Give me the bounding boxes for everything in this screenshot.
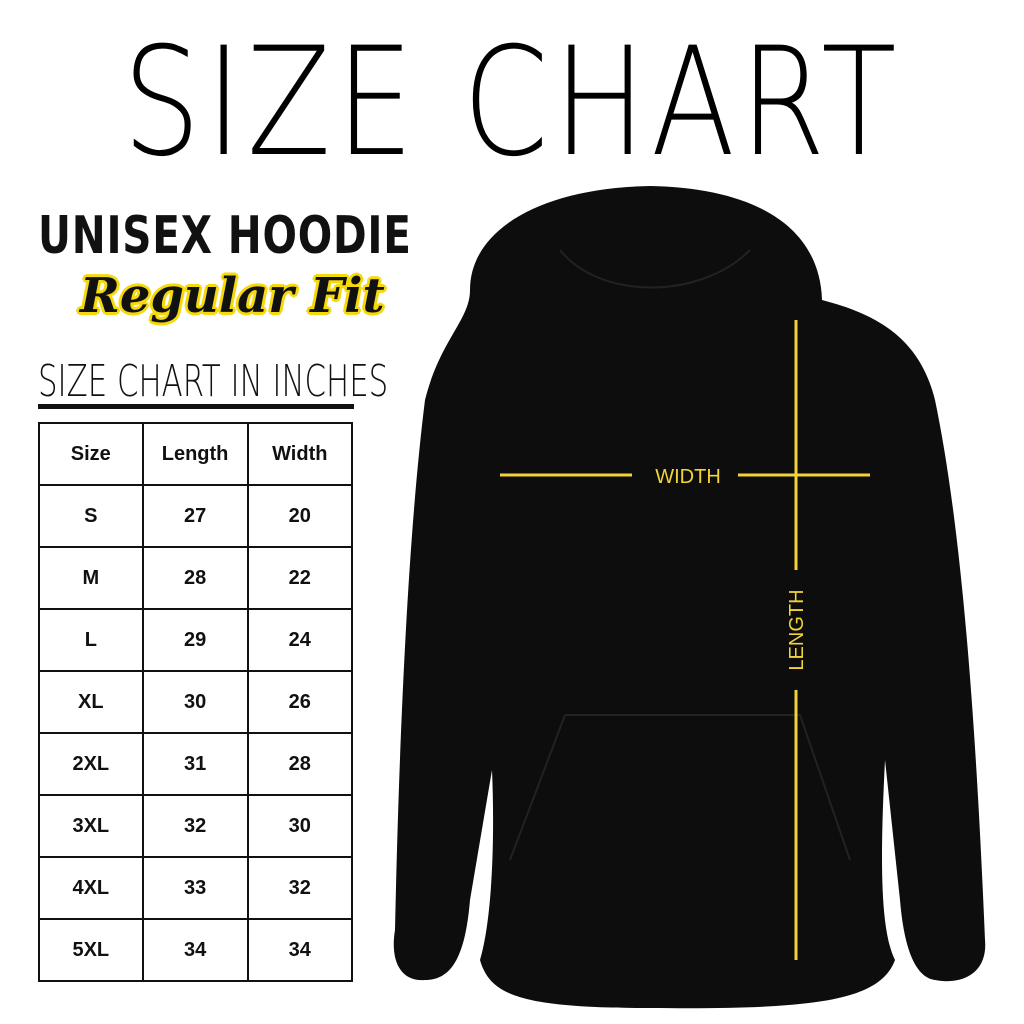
cell-width: 24 bbox=[246, 608, 354, 672]
width-label: WIDTH bbox=[655, 466, 721, 488]
cell-length: 34 bbox=[141, 918, 249, 982]
hoodie-image bbox=[393, 186, 986, 1009]
cell-length: 33 bbox=[141, 856, 249, 920]
cell-size: M bbox=[38, 546, 144, 610]
cell-length: 30 bbox=[141, 670, 249, 734]
length-label: LENGTH bbox=[786, 589, 808, 670]
cell-width: 26 bbox=[246, 670, 354, 734]
unit-heading: SIZE CHART IN INCHES bbox=[38, 356, 389, 407]
cell-size: 3XL bbox=[38, 794, 144, 858]
table-row: M 28 22 bbox=[38, 546, 354, 610]
size-table: Size Length Width S 27 20 M 28 22 L 29 24 XL 30 26 2… bbox=[38, 422, 354, 982]
kangaroo-pocket bbox=[509, 714, 851, 861]
cell-length: 27 bbox=[141, 484, 249, 548]
table-header-row: Size Length Width bbox=[38, 422, 354, 486]
table-row: 3XL 32 30 bbox=[38, 794, 354, 858]
cell-width: 22 bbox=[246, 546, 354, 610]
cell-length: 28 bbox=[141, 546, 249, 610]
table-row: XL 30 26 bbox=[38, 670, 354, 734]
cell-size: 5XL bbox=[38, 918, 144, 982]
header-width: Width bbox=[246, 422, 354, 486]
fit-label: Regular Fit bbox=[80, 268, 385, 324]
cell-size: 2XL bbox=[38, 732, 144, 796]
cell-size: L bbox=[38, 608, 144, 672]
cell-length: 31 bbox=[141, 732, 249, 796]
cell-width: 28 bbox=[246, 732, 354, 796]
cell-length: 32 bbox=[141, 794, 249, 858]
page-title: SIZE CHART bbox=[122, 16, 902, 190]
heading-underline bbox=[38, 404, 354, 409]
table-row: L 29 24 bbox=[38, 608, 354, 672]
cell-size: S bbox=[38, 484, 144, 548]
hood-opening bbox=[559, 249, 751, 289]
table-row: 4XL 33 32 bbox=[38, 856, 354, 920]
cell-length: 29 bbox=[141, 608, 249, 672]
cell-width: 32 bbox=[246, 856, 354, 920]
cell-size: XL bbox=[38, 670, 144, 734]
header-length: Length bbox=[141, 422, 249, 486]
table-row: 2XL 31 28 bbox=[38, 732, 354, 796]
header-size: Size bbox=[38, 422, 144, 486]
cell-width: 20 bbox=[246, 484, 354, 548]
cell-width: 34 bbox=[246, 918, 354, 982]
cell-width: 30 bbox=[246, 794, 354, 858]
cell-size: 4XL bbox=[38, 856, 144, 920]
table-row: S 27 20 bbox=[38, 484, 354, 548]
table-row: 5XL 34 34 bbox=[38, 918, 354, 982]
product-name: UNISEX HOODIE bbox=[38, 206, 412, 266]
